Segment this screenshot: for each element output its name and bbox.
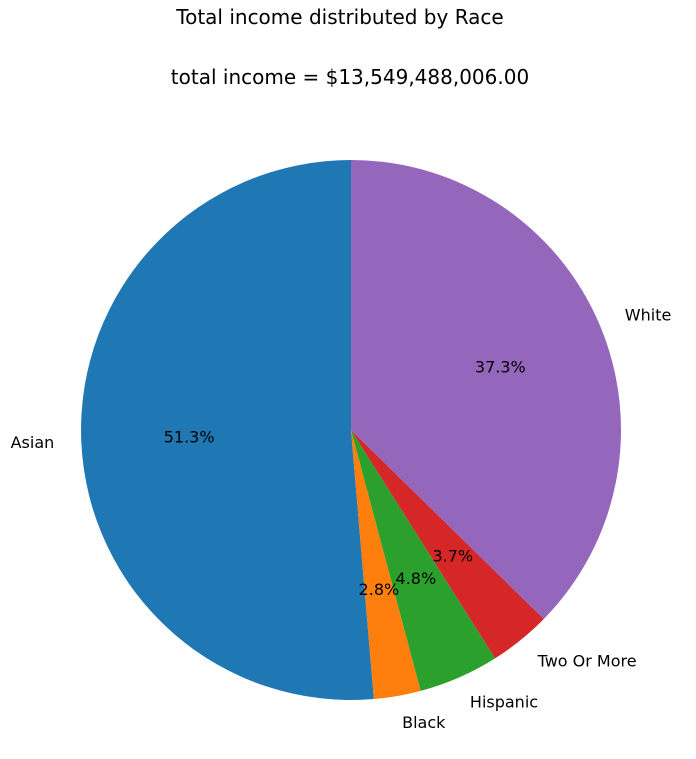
pie-slice-black xyxy=(351,430,421,700)
chart-subtitle: total income = $13,549,488,006.00 xyxy=(171,65,529,89)
slice-percent-asian: 51.3% xyxy=(164,427,215,446)
slice-percent-hispanic: 4.8% xyxy=(396,569,437,588)
slice-percent-two-or-more: 3.7% xyxy=(432,547,473,566)
chart-title: Total income distributed by Race xyxy=(175,5,503,29)
pie-labels: Asian 51.3% Black 2.8% Hispanic 4.8% Two Or Mo… xyxy=(11,305,672,732)
slice-percent-black: 2.8% xyxy=(359,580,400,599)
pie-slices xyxy=(81,159,622,701)
slice-label-asian: Asian xyxy=(11,433,55,452)
slice-label-white: White xyxy=(625,305,672,324)
pie-slice-two-or-more xyxy=(351,430,544,659)
slice-label-hispanic: Hispanic xyxy=(470,693,538,712)
slice-percent-white: 37.3% xyxy=(475,358,526,377)
pie-slice-white xyxy=(351,159,622,619)
pie-slice-asian xyxy=(81,160,374,701)
pie-slice-hispanic xyxy=(351,430,496,691)
slice-label-two-or-more: Two Or More xyxy=(537,652,637,671)
slice-label-black: Black xyxy=(402,713,446,732)
